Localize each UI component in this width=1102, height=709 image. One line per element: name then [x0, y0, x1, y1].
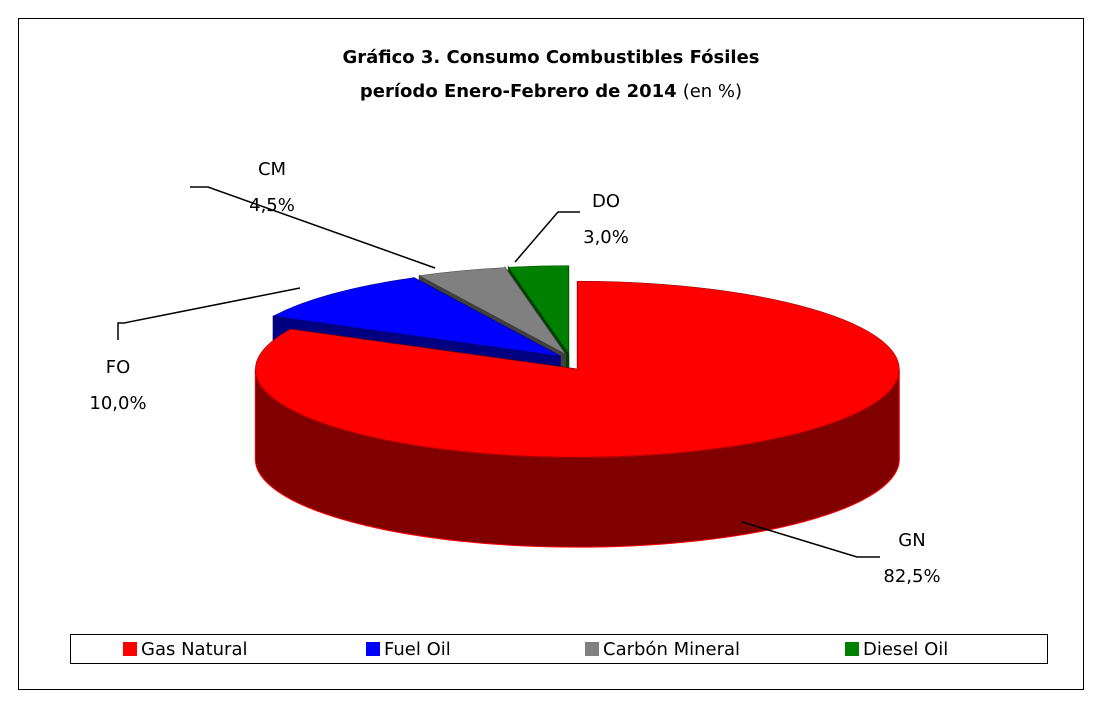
leader-line — [741, 521, 880, 558]
chart-title: Gráfico 3. Consumo Combustibles Fósiles — [342, 47, 759, 68]
chart-subtitle-bold: período Enero-Febrero de 2014 — [360, 81, 677, 102]
data-label-value: 82,5% — [883, 566, 940, 587]
slice — [418, 267, 566, 355]
data-label-name: GN — [898, 530, 925, 551]
legend-swatch — [585, 642, 599, 656]
data-label-value: 10,0% — [89, 393, 146, 414]
legend-label: Gas Natural — [141, 639, 247, 660]
data-label-value: 3,0% — [583, 227, 629, 248]
legend-swatch — [123, 642, 137, 656]
data-label-name: CM — [258, 159, 286, 180]
legend-label: Carbón Mineral — [603, 639, 740, 660]
legend-swatch — [366, 642, 380, 656]
slice — [272, 277, 561, 357]
data-label-name: FO — [106, 357, 131, 378]
legend-label: Diesel Oil — [863, 639, 948, 660]
legend-label: Fuel Oil — [384, 639, 451, 660]
data-label-value: 4,5% — [249, 195, 295, 216]
legend-box — [70, 634, 1048, 664]
chart-subtitle-note: (en %) — [683, 81, 742, 102]
leader-line — [514, 211, 580, 263]
leader-line — [190, 186, 436, 269]
slice — [507, 265, 569, 355]
data-label-name: DO — [592, 191, 620, 212]
legend-swatch — [845, 642, 859, 656]
chart-subtitle: período Enero-Febrero de 2014 (en %) — [360, 81, 742, 102]
slice — [255, 280, 900, 458]
leader-line — [117, 287, 301, 340]
